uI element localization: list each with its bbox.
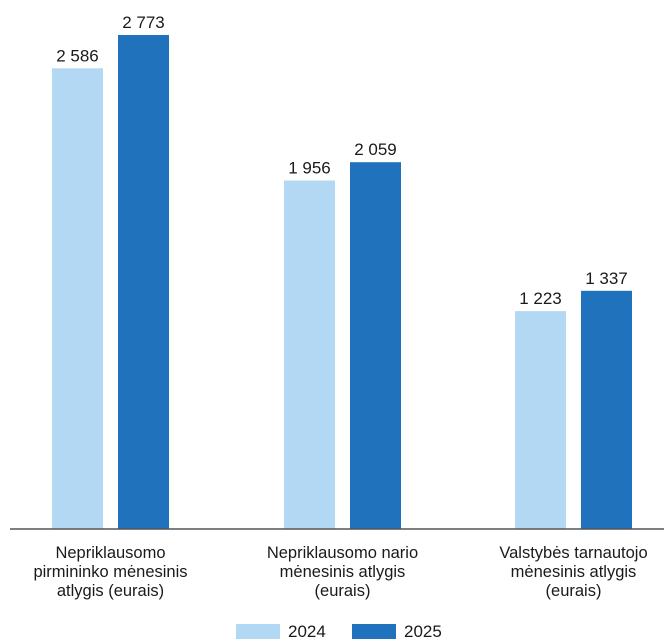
category-label-1-line-0: Nepriklausomo nario: [267, 544, 418, 562]
bar-2024-cat-1: [284, 180, 335, 529]
value-label-2024-cat-0: 2 586: [56, 46, 99, 65]
category-label-0-line-0: Nepriklausomo: [55, 544, 165, 562]
legend-label-2025: 2025: [404, 622, 442, 639]
value-label-2024-cat-1: 1 956: [288, 159, 331, 178]
value-label-2025-cat-2: 1 337: [585, 269, 628, 288]
legend-swatch-2025: [352, 624, 396, 639]
bar-2025-cat-0: [118, 35, 169, 529]
category-label-0-line-2: atlygis (eurais): [57, 582, 164, 600]
legend-label-2024: 2024: [288, 622, 326, 639]
bars-layer: [52, 35, 632, 529]
value-labels-layer: 2 586 2 773 1 956 2 059 1 223 1 337: [56, 13, 628, 308]
category-label-1-line-1: mėnesinis atlygis: [280, 563, 406, 581]
category-label-2-line-0: Valstybės tarnautojo: [499, 544, 647, 562]
bar-2025-cat-1: [350, 162, 401, 529]
legend-swatch-2024: [236, 624, 280, 639]
category-label-2-line-2: (eurais): [546, 582, 602, 600]
category-label-1-line-2: (eurais): [315, 582, 371, 600]
bar-2025-cat-2: [581, 290, 632, 529]
bar-2024-cat-0: [52, 68, 103, 529]
bar-2024-cat-2: [515, 311, 566, 529]
value-label-2024-cat-2: 1 223: [519, 289, 562, 308]
legend: 2024 2025: [236, 622, 442, 639]
value-label-2025-cat-1: 2 059: [354, 140, 397, 159]
category-label-0-line-1: pirmininko mėnesinis: [33, 563, 187, 581]
value-label-2025-cat-0: 2 773: [122, 13, 165, 32]
category-label-2-line-1: mėnesinis atlygis: [511, 563, 637, 581]
